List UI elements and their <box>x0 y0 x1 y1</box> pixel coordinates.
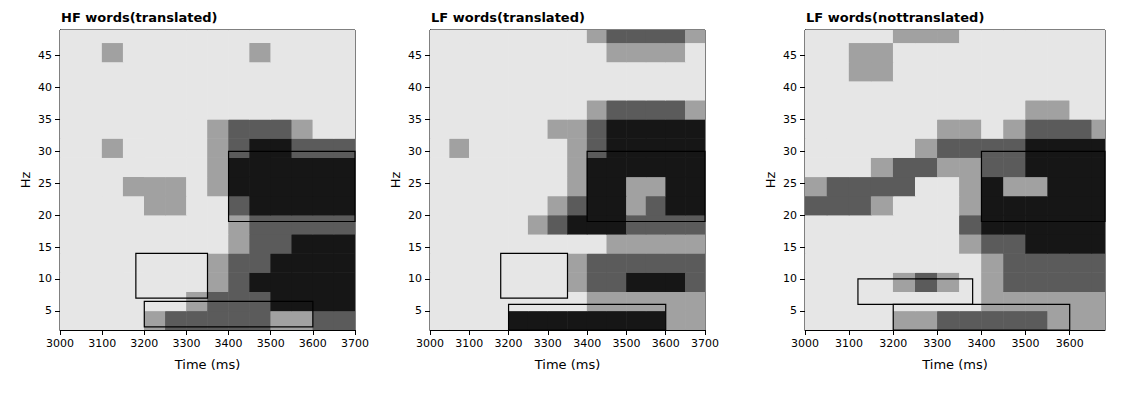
svg-text:3500: 3500 <box>257 337 285 350</box>
svg-text:3700: 3700 <box>341 337 369 350</box>
svg-text:3400: 3400 <box>573 337 601 350</box>
svg-text:30: 30 <box>783 145 797 158</box>
svg-text:3500: 3500 <box>1012 337 1040 350</box>
svg-text:20: 20 <box>408 209 422 222</box>
svg-text:3200: 3200 <box>130 337 158 350</box>
svg-text:3000: 3000 <box>46 337 74 350</box>
svg-text:25: 25 <box>783 177 797 190</box>
svg-text:40: 40 <box>38 81 52 94</box>
svg-text:LF words(translated): LF words(translated) <box>431 10 585 25</box>
svg-text:40: 40 <box>783 81 797 94</box>
svg-text:5: 5 <box>45 304 52 317</box>
svg-text:Time (ms): Time (ms) <box>921 357 988 372</box>
svg-text:3600: 3600 <box>1056 337 1084 350</box>
svg-text:LF words(nottranslated): LF words(nottranslated) <box>806 10 984 25</box>
svg-text:3100: 3100 <box>88 337 116 350</box>
svg-text:3000: 3000 <box>791 337 819 350</box>
svg-text:3100: 3100 <box>455 337 483 350</box>
svg-text:3400: 3400 <box>967 337 995 350</box>
svg-text:Hz: Hz <box>388 172 403 189</box>
svg-text:3200: 3200 <box>879 337 907 350</box>
svg-text:10: 10 <box>38 272 52 285</box>
svg-text:10: 10 <box>408 272 422 285</box>
svg-text:3300: 3300 <box>534 337 562 350</box>
svg-text:3600: 3600 <box>299 337 327 350</box>
svg-text:HF words(translated): HF words(translated) <box>61 10 218 25</box>
svg-text:30: 30 <box>408 145 422 158</box>
svg-text:10: 10 <box>783 272 797 285</box>
svg-text:20: 20 <box>783 209 797 222</box>
svg-text:Hz: Hz <box>18 172 33 189</box>
svg-text:15: 15 <box>408 241 422 254</box>
svg-text:45: 45 <box>408 49 422 62</box>
svg-text:3500: 3500 <box>612 337 640 350</box>
svg-text:3700: 3700 <box>691 337 719 350</box>
svg-text:3200: 3200 <box>495 337 523 350</box>
svg-text:5: 5 <box>415 304 422 317</box>
svg-text:Hz: Hz <box>763 172 778 189</box>
svg-text:30: 30 <box>38 145 52 158</box>
svg-text:3600: 3600 <box>652 337 680 350</box>
svg-text:35: 35 <box>408 113 422 126</box>
svg-text:35: 35 <box>783 113 797 126</box>
svg-text:15: 15 <box>783 241 797 254</box>
svg-text:45: 45 <box>783 49 797 62</box>
svg-text:3400: 3400 <box>215 337 243 350</box>
svg-text:25: 25 <box>38 177 52 190</box>
svg-text:Time (ms): Time (ms) <box>534 357 601 372</box>
svg-text:40: 40 <box>408 81 422 94</box>
svg-text:3100: 3100 <box>835 337 863 350</box>
svg-text:15: 15 <box>38 241 52 254</box>
svg-text:25: 25 <box>408 177 422 190</box>
svg-text:Time (ms): Time (ms) <box>174 357 241 372</box>
svg-text:3000: 3000 <box>416 337 444 350</box>
svg-text:3300: 3300 <box>172 337 200 350</box>
svg-text:20: 20 <box>38 209 52 222</box>
svg-text:5: 5 <box>790 304 797 317</box>
svg-text:3300: 3300 <box>923 337 951 350</box>
svg-text:45: 45 <box>38 49 52 62</box>
svg-text:35: 35 <box>38 113 52 126</box>
